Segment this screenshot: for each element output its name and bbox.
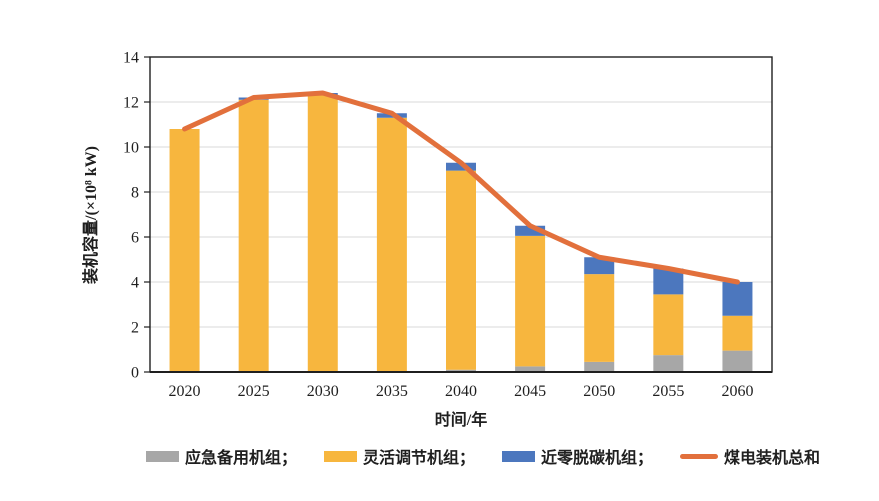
legend-swatch-coal-power-total [680,453,719,459]
chart-legend: 应急备用机组； 灵活调节机组； 近零脱碳机组； 煤电装机总和 [146,444,866,468]
y-tick-label: 2 [131,320,139,337]
y-tick-label: 0 [131,365,139,382]
x-tick-label: 2050 [583,383,615,400]
legend-item-emergency-backup-units: 应急备用机组； [146,444,297,468]
bar-segment [515,225,546,236]
y-tick-label: 4 [131,275,139,292]
bar-segment [722,350,753,372]
x-tick-label: 2060 [721,383,753,400]
bar-segment [722,282,753,316]
legend-swatch-near-zero-decarbon-units [502,450,536,462]
bar-segment [238,99,269,372]
legend-item-flexible-regulation-units: 灵活调节机组； [324,444,475,468]
bar-segment [584,274,615,362]
legend-label-near-zero-decarbon-units: 近零脱碳机组； [541,450,654,467]
y-tick-label: 10 [123,140,139,157]
bar-segment [584,361,615,372]
x-tick-label: 2030 [307,383,339,400]
axis-ticks-and-labels: 0 2 4 6 8 10 12 14 2020 2025 2030 2035 2040 2045 2050 2… [123,50,753,401]
plot-frame [149,56,773,373]
bar-segment [515,235,546,367]
bar-segment [446,162,476,171]
bar-segment [584,257,615,275]
bar-segment [515,366,546,372]
legend-swatch-flexible-regulation-units [324,450,358,462]
bar-segment [653,294,684,356]
legend-label-coal-power-total: 煤电装机总和 [724,450,821,467]
bar-segment [446,170,476,370]
x-tick-label: 2040 [445,383,477,400]
total-line-path [182,90,740,285]
y-tick-label: 12 [123,95,139,112]
legend-item-near-zero-decarbon-units: 近零脱碳机组； [502,444,653,468]
chart-plot: 0 2 4 6 8 10 12 14 2020 2025 2030 2035 2040 2045 2050 2… [81,50,773,429]
total-line [182,90,740,285]
x-tick-label: 2055 [652,383,684,400]
legend-swatch-emergency-backup-units [146,450,179,462]
y-tick-label: 8 [131,185,139,202]
bar-segment [169,129,200,372]
x-tick-label: 2035 [376,383,408,400]
stacked-bars [169,93,753,372]
bar-segment [722,315,753,351]
x-tick-label: 2025 [238,383,270,400]
x-tick-label: 2045 [514,383,546,400]
bar-segment [376,117,407,372]
y-tick-label: 6 [131,230,139,247]
legend-label-flexible-regulation-units: 灵活调节机组； [363,450,476,467]
bar-segment [307,95,338,372]
y-tick-label: 14 [123,50,139,67]
x-tick-label: 2020 [169,383,201,400]
bar-segment [446,369,476,372]
legend-label-emergency-backup-units: 应急备用机组； [185,450,298,467]
legend-item-coal-power-total: 煤电装机总和 [680,444,820,468]
y-axis-label: 装机容量/(×10⁸ kW) [81,146,100,285]
x-axis-label: 时间/年 [435,410,487,429]
bar-segment [653,355,684,372]
